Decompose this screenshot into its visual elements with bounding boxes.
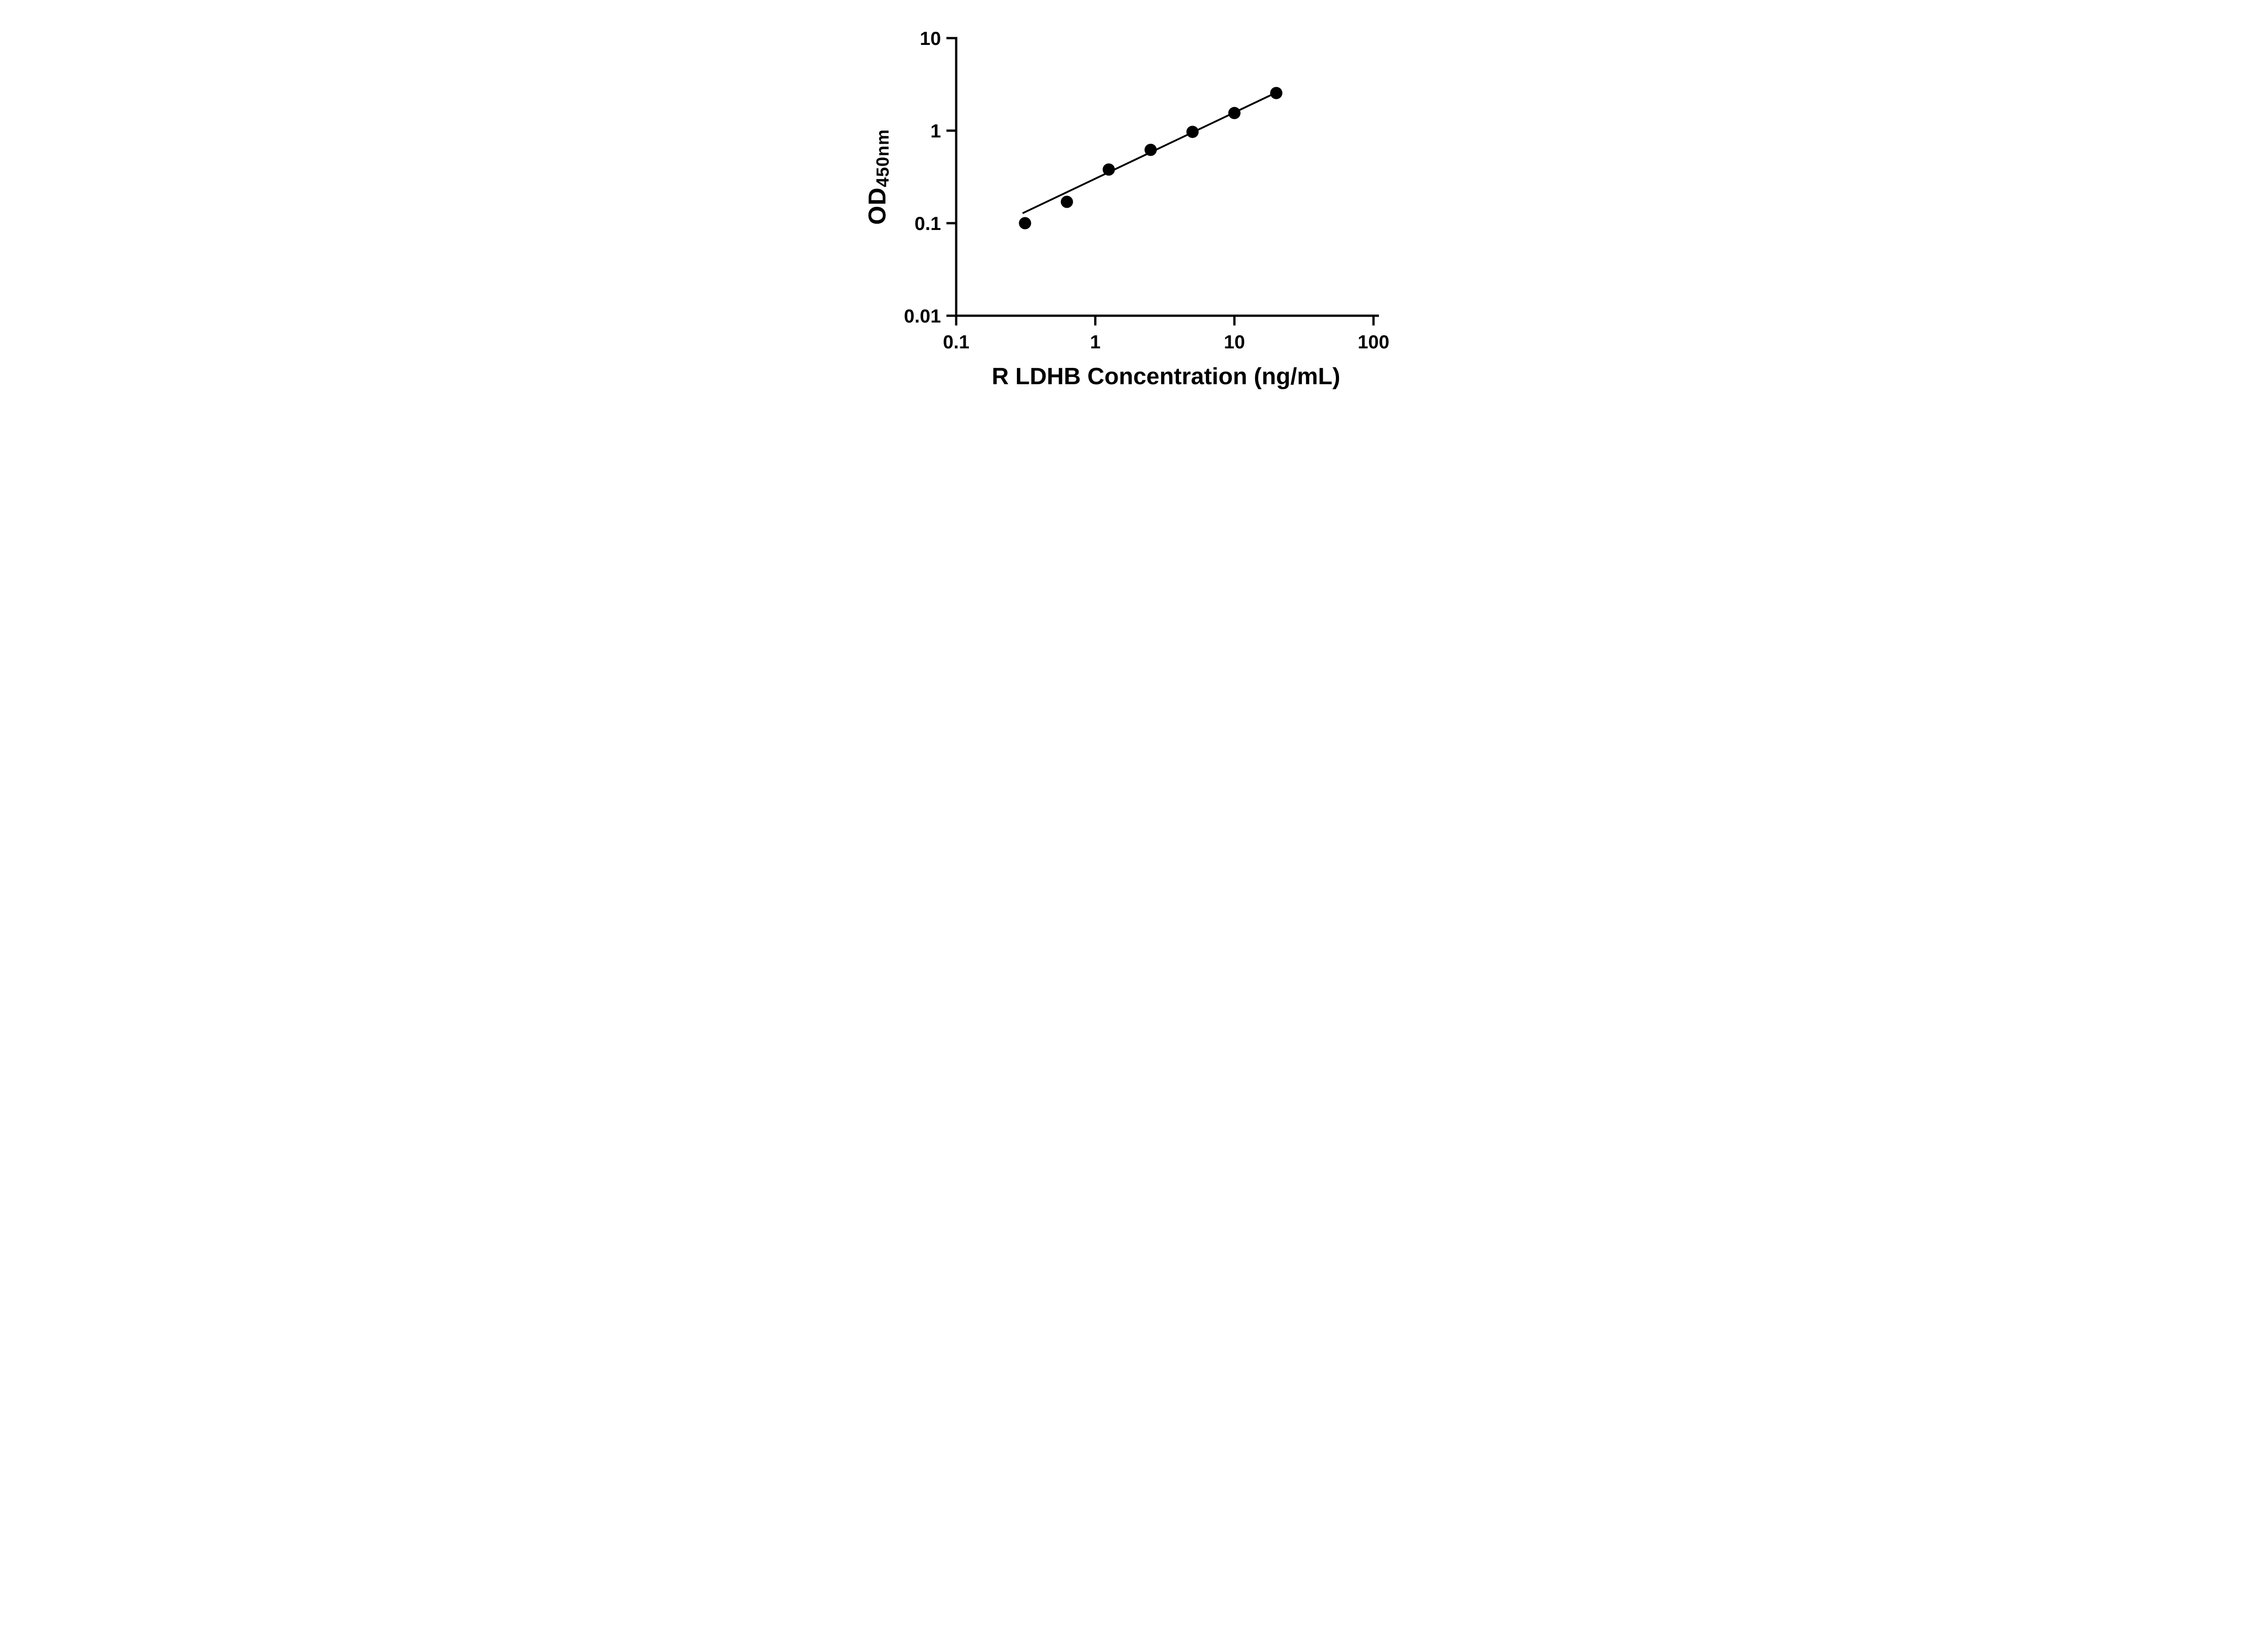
data-points xyxy=(1018,87,1282,230)
data-point xyxy=(1228,107,1241,119)
x-tick-label: 100 xyxy=(1357,331,1389,352)
x-axis-label: R LDHB Concentration (ng/mL) xyxy=(992,363,1340,390)
y-tick-label: 10 xyxy=(919,28,941,49)
data-point xyxy=(1270,87,1282,99)
y-axis-label: OD450nm xyxy=(863,129,893,225)
x-tick-label: 1 xyxy=(1090,331,1100,352)
x-tick-label: 10 xyxy=(1223,331,1245,352)
y-tick-label: 1 xyxy=(930,120,941,142)
y-tick-label: 0.01 xyxy=(904,305,941,327)
data-point xyxy=(1061,196,1073,208)
data-point xyxy=(1144,143,1157,156)
data-point xyxy=(1018,217,1031,230)
x-tick-label: 0.1 xyxy=(943,331,969,352)
elisa-standard-curve-figure: 0.1 1 10 100 0.01 0.1 1 10 OD450nm R LDHB Conce… xyxy=(842,0,1426,408)
y-axis-label-subscript: 450nm xyxy=(873,129,893,187)
y-axis-label-main: OD xyxy=(863,187,891,225)
data-point xyxy=(1102,163,1115,176)
axes xyxy=(946,37,1379,326)
data-point xyxy=(1186,126,1199,138)
y-tick-label: 0.1 xyxy=(914,213,941,234)
